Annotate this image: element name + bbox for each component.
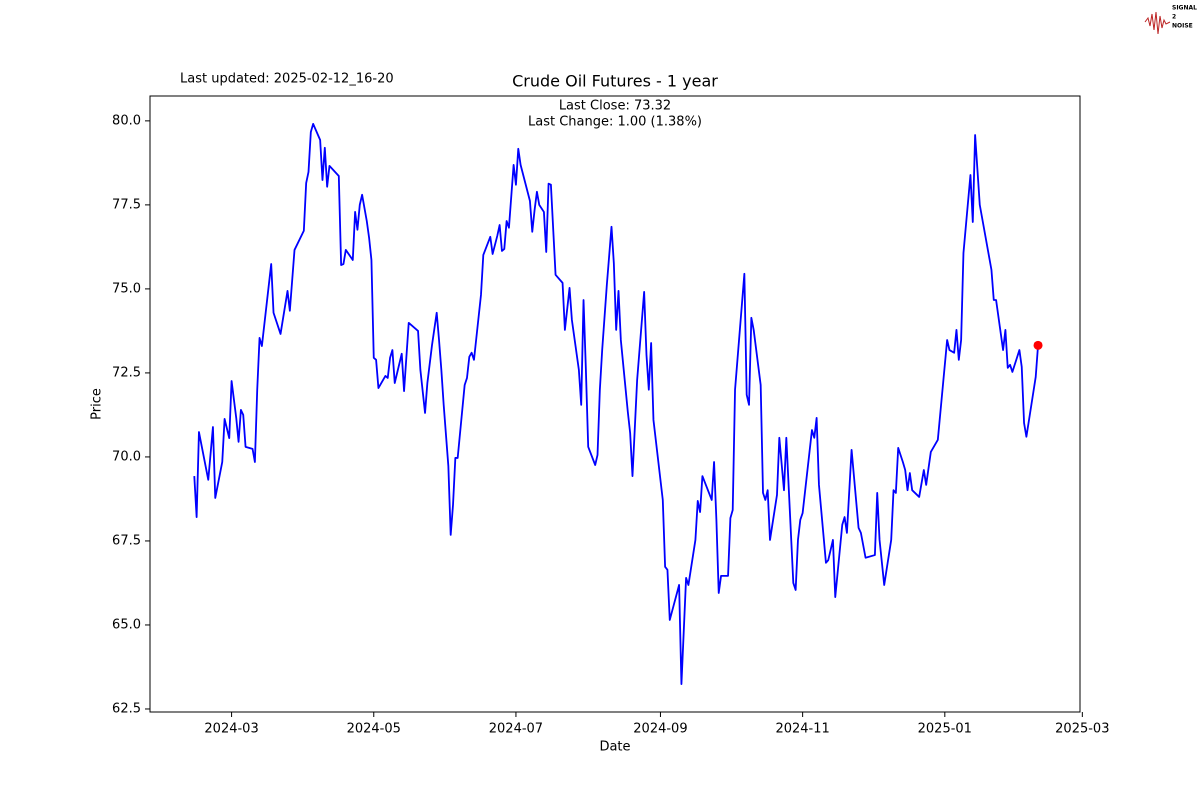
logo-text: 2 — [1172, 14, 1176, 21]
x-tick-label: 2024-03 — [204, 722, 258, 737]
y-tick-label: 62.5 — [112, 701, 141, 716]
y-tick-label: 72.5 — [112, 365, 141, 380]
last-close: Last Close: 73.32 — [559, 99, 671, 114]
price-line — [193, 122, 1039, 686]
y-tick-label: 70.0 — [112, 449, 141, 464]
logo: SIGNAL 2 NOISE — [1144, 5, 1197, 35]
last-change: Last Change: 1.00 (1.38%) — [528, 115, 702, 130]
x-tick-label: 2025-03 — [1055, 722, 1109, 737]
x-tick-label: 2024-07 — [489, 722, 543, 737]
last-updated: Last updated: 2025-02-12_16-20 — [180, 72, 394, 87]
x-tick-label: 2024-05 — [347, 722, 401, 737]
x-axis-label: Date — [599, 740, 630, 755]
y-axis-label: Price — [90, 388, 105, 420]
y-tick-label: 77.5 — [112, 197, 141, 212]
logo-text: NOISE — [1172, 23, 1193, 30]
y-tick-label: 65.0 — [112, 617, 141, 632]
plot-frame — [149, 95, 1081, 713]
y-tick-label: 67.5 — [112, 533, 141, 548]
logo-wave — [1144, 11, 1171, 35]
x-tick-label: 2024-11 — [775, 722, 829, 737]
last-close-marker — [1033, 340, 1043, 350]
x-tick-label: 2025-01 — [918, 722, 972, 737]
chart-title: Crude Oil Futures - 1 year — [512, 72, 718, 91]
y-tick-label: 75.0 — [112, 281, 141, 296]
logo-text: SIGNAL — [1172, 5, 1197, 12]
x-tick-label: 2024-09 — [633, 722, 687, 737]
y-tick-label: 80.0 — [112, 113, 141, 128]
